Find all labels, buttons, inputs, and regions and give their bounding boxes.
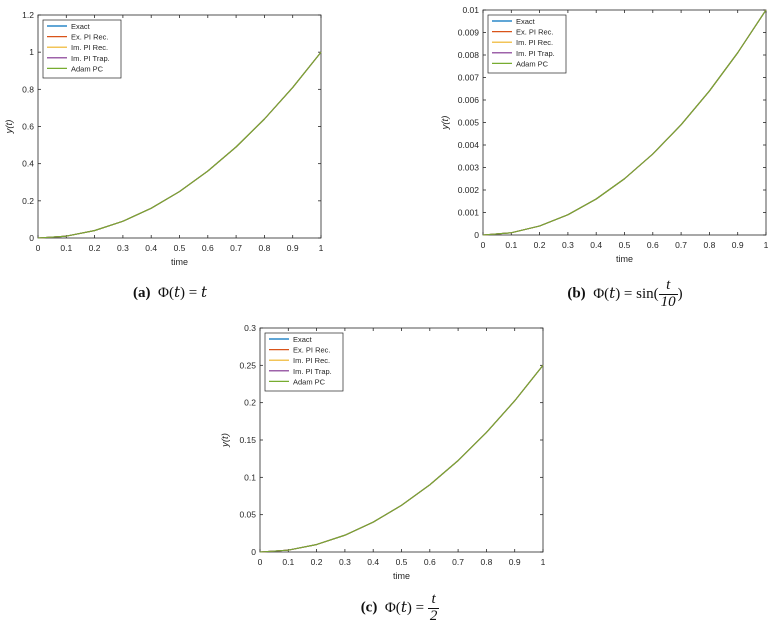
y-tick-label: 0.008 [458, 50, 480, 60]
y-tick-label: 0.8 [22, 84, 34, 94]
caption-a-formula: Φ(t) = t [154, 283, 207, 301]
y-tick-label: 0.001 [458, 208, 480, 218]
y-tick-label: 0.002 [458, 185, 480, 195]
x-tick-label: 0.1 [282, 557, 294, 567]
y-tick-label: 0.15 [239, 435, 256, 445]
y-tick-label: 0.2 [244, 398, 256, 408]
y-tick-label: 0 [29, 233, 34, 243]
x-tick-label: 0.3 [562, 240, 574, 250]
y-tick-label: 0.6 [22, 122, 34, 132]
x-tick-label: 0.4 [367, 557, 379, 567]
x-tick-label: 0 [258, 557, 263, 567]
chart-b: 0 0.1 0.2 0.3 0.4 0.5 0.6 0.7 0.8 0.9 1 0 0.001 0.002… [440, 5, 769, 264]
x-tick-label: 0.9 [509, 557, 521, 567]
x-tick-label: 0.6 [424, 557, 436, 567]
x-tick-label: 0.6 [202, 243, 214, 253]
x-tick-label: 0.9 [732, 240, 744, 250]
legend-entry: Adam PC [516, 59, 549, 68]
y-axis-label: y(t) [220, 433, 231, 448]
caption-b-tag: (b) [567, 285, 586, 302]
y-axis-label: y(t) [440, 116, 451, 131]
chart-c: 0 0.1 0.2 0.3 0.4 0.5 0.6 0.7 0.8 0.9 1 0 0.05 0.1 0.1… [220, 323, 546, 581]
legend-entry: Ex. PI Rec. [293, 346, 331, 355]
y-tick-label: 1.2 [22, 10, 34, 20]
chart-a: 0 0.1 0.2 0.3 0.4 0.5 0.6 0.7 0.8 0.9 1 0 0.2 0.4 0.6 0… [4, 10, 324, 267]
legend-entry: Im. PI Rec. [293, 356, 330, 365]
x-tick-label: 0.4 [145, 243, 157, 253]
legend-entry: Exact [71, 22, 91, 31]
y-tick-label: 0.009 [458, 28, 480, 38]
y-tick-label: 1 [29, 47, 34, 57]
x-tick-label: 0.7 [230, 243, 242, 253]
x-axis-label: time [171, 257, 188, 267]
x-axis-label: time [616, 254, 633, 264]
series-line-adam-pc [37, 51, 322, 239]
x-tick-label: 0.1 [505, 240, 517, 250]
y-tick-label: 0.003 [458, 163, 480, 173]
x-axis-label: time [393, 571, 410, 581]
y-tick-label: 0 [474, 230, 479, 240]
x-tick-label: 0.2 [311, 557, 323, 567]
series-line-adam-pc [259, 364, 544, 553]
x-tick-label: 0.4 [590, 240, 602, 250]
series-line-adam-pc [482, 9, 767, 236]
y-tick-label: 0.05 [239, 510, 256, 520]
x-tick-label: 0 [481, 240, 486, 250]
x-tick-label: 0.9 [287, 243, 299, 253]
y-axis-label: y(t) [4, 120, 15, 135]
x-tick-label: 0.2 [534, 240, 546, 250]
caption-c-tag: (c) [360, 599, 378, 616]
y-tick-label: 0 [251, 547, 256, 557]
x-tick-label: 0.2 [89, 243, 101, 253]
y-tick-label: 0.01 [462, 5, 479, 15]
legend-entry: Ex. PI Rec. [516, 28, 554, 37]
y-tick-label: 0.3 [244, 323, 256, 333]
x-tick-label: 0.8 [258, 243, 270, 253]
x-tick-label: 0.5 [396, 557, 408, 567]
x-tick-label: 0.6 [647, 240, 659, 250]
legend-entry: Ex. PI Rec. [71, 33, 109, 42]
y-tick-label: 0.2 [22, 196, 34, 206]
legend-entry: Im. PI Rec. [516, 38, 553, 47]
legend-entry: Adam PC [293, 377, 326, 386]
y-tick-label: 0.005 [458, 118, 480, 128]
x-tick-label: 0.8 [703, 240, 715, 250]
x-tick-label: 0.5 [174, 243, 186, 253]
y-tick-label: 0.1 [244, 472, 256, 482]
caption-a: (a) Φ(t) = t [0, 283, 340, 302]
legend-entry: Exact [516, 17, 536, 26]
y-tick-label: 0.007 [458, 73, 480, 83]
x-tick-label: 1 [764, 240, 769, 250]
legend-entry: Adam PC [71, 64, 104, 73]
legend-entry: Im. PI Rec. [71, 43, 108, 52]
x-tick-label: 0.7 [452, 557, 464, 567]
caption-a-tag: (a) [133, 285, 151, 301]
y-tick-label: 0.25 [239, 360, 256, 370]
caption-b-formula: Φ(t) = sin(t 10) [589, 277, 683, 310]
legend-entry: Im. PI Trap. [516, 49, 555, 58]
x-tick-label: 0 [36, 243, 41, 253]
legend-entry: Im. PI Trap. [71, 54, 110, 63]
y-tick-label: 0.006 [458, 95, 480, 105]
x-tick-label: 0.8 [480, 557, 492, 567]
legend-entry: Exact [293, 335, 313, 344]
y-tick-label: 0.4 [22, 159, 34, 169]
x-tick-label: 0.1 [60, 243, 72, 253]
x-tick-label: 1 [319, 243, 324, 253]
x-tick-label: 1 [541, 557, 546, 567]
x-tick-label: 0.7 [675, 240, 687, 250]
legend-entry: Im. PI Trap. [293, 367, 332, 376]
x-tick-label: 0.3 [339, 557, 351, 567]
y-tick-label: 0.004 [458, 140, 480, 150]
caption-b: (b) Φ(t) = sin(t 10) [480, 277, 770, 311]
x-tick-label: 0.3 [117, 243, 129, 253]
x-tick-label: 0.5 [619, 240, 631, 250]
